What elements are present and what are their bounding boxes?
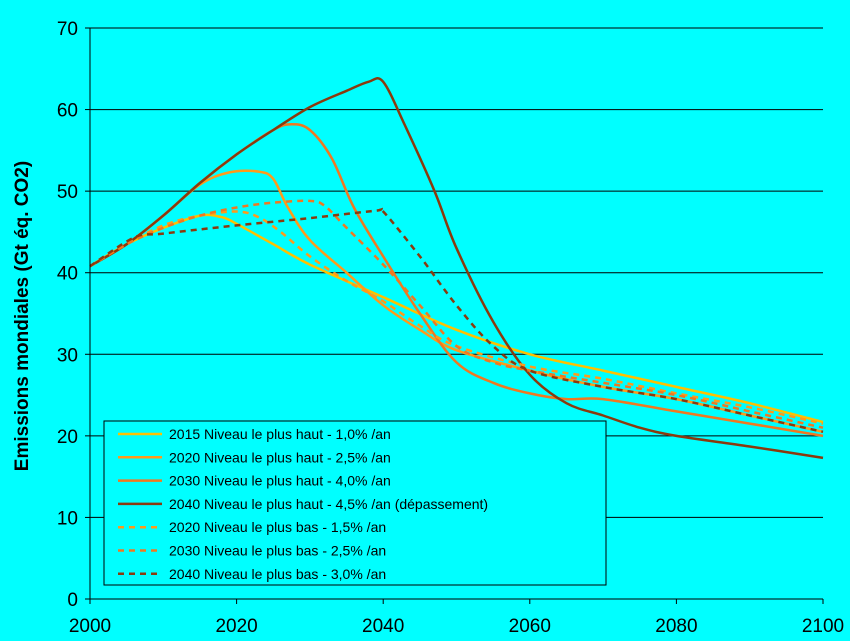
x-tick-label: 2100 <box>802 616 844 637</box>
series-lines <box>89 76 824 460</box>
x-tick-label: 2060 <box>509 616 551 637</box>
axes <box>89 28 823 600</box>
legend-label: 2030 Niveau le plus bas - 2,5% /an <box>169 543 386 559</box>
gridlines <box>85 27 823 600</box>
x-tick-label: 2040 <box>362 616 404 637</box>
x-tick-label: 2000 <box>69 616 111 637</box>
y-tick-labels: 0 10 20 30 40 50 60 70 <box>57 19 78 611</box>
y-tick-label: 30 <box>57 345 78 366</box>
y-tick-label: 70 <box>57 19 78 40</box>
x-tick-label: 2020 <box>215 616 257 637</box>
y-tick-label: 0 <box>67 590 78 611</box>
legend-label: 2020 Niveau le plus haut - 2,5% /an <box>169 449 391 465</box>
x-tick-label: 2080 <box>655 616 697 637</box>
series-line-5 <box>89 199 824 429</box>
y-tick-label: 40 <box>57 264 78 285</box>
legend-label: 2015 Niveau le plus haut - 1,0% /an <box>169 426 391 442</box>
legend-label: 2040 Niveau le plus bas - 3,0% /an <box>169 566 386 582</box>
legend-box <box>103 420 607 586</box>
y-tick-label: 20 <box>57 427 78 448</box>
y-tick-label: 10 <box>57 508 78 529</box>
legend-label: 2030 Niveau le plus haut - 4,0% /an <box>169 473 391 489</box>
y-axis-title: Emissions mondiales (Gt éq. CO2) <box>12 161 33 471</box>
series-line-6 <box>89 206 824 434</box>
legend-label: 2020 Niveau le plus bas - 1,5% /an <box>169 519 386 535</box>
y-tick-label: 60 <box>57 101 78 122</box>
legend-label: 2040 Niveau le plus haut - 4,5% /an (dép… <box>169 496 488 512</box>
y-tick-label: 50 <box>57 182 78 203</box>
legend: 2015 Niveau le plus haut - 1,0% /an 2020 … <box>103 420 607 586</box>
series-line-3 <box>89 76 824 460</box>
x-tick-labels: 2000 2020 2040 2060 2080 2100 <box>69 599 844 637</box>
